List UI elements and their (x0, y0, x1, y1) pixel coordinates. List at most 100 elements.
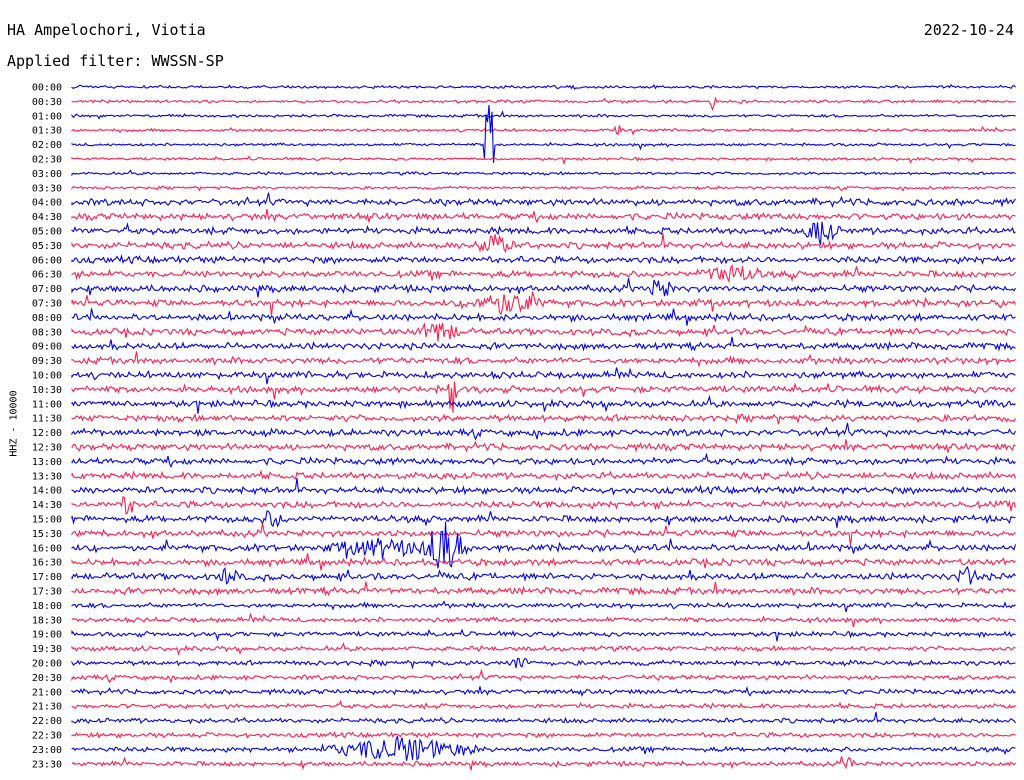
row-time-label: 05:30 (32, 241, 62, 252)
trace-line-2200 (71, 711, 1016, 725)
trace-line-1100 (71, 394, 1016, 414)
row-time-label: 08:00 (32, 313, 62, 324)
row-time-label: 01:30 (32, 126, 62, 137)
row-time-label: 22:00 (32, 716, 62, 727)
trace-line-1730 (71, 581, 1016, 597)
row-time-label: 23:00 (32, 745, 62, 756)
row-time-label: 12:00 (32, 428, 62, 439)
trace-line-0830 (71, 322, 1016, 342)
row-time-label: 21:30 (32, 702, 62, 713)
trace-line-1700 (71, 565, 1016, 585)
trace-line-1130 (71, 412, 1016, 425)
trace-line-2130 (71, 699, 1016, 710)
trace-line-1630 (71, 553, 1016, 571)
trace-line-0630 (71, 263, 1016, 284)
trace-line-2230 (71, 730, 1016, 739)
row-time-label: 04:00 (32, 198, 62, 209)
trace-line-0230 (71, 155, 1016, 166)
trace-line-0600 (71, 254, 1016, 265)
trace-line-1400 (71, 478, 1017, 496)
date-label: 2022-10-24 (923, 21, 1014, 39)
trace-line-1930 (71, 642, 1016, 656)
trace-line-0030 (71, 96, 1016, 112)
row-time-label: 17:30 (32, 587, 62, 598)
row-time-label: 00:30 (32, 97, 62, 108)
row-time-label: 03:30 (32, 183, 62, 194)
row-time-label: 14:00 (32, 486, 62, 497)
row-time-label: 20:30 (32, 673, 62, 684)
filter-label: Applied filter: WWSSN-SP (7, 52, 224, 70)
trace-line-2000 (71, 657, 1016, 670)
trace-line-0200 (71, 104, 1016, 163)
row-time-label: 07:00 (32, 284, 62, 295)
trace-line-0700 (71, 278, 1016, 298)
row-time-label: 12:30 (32, 443, 62, 454)
trace-line-0530 (71, 233, 1016, 253)
row-time-label: 15:30 (32, 529, 62, 540)
row-time-label: 09:30 (32, 356, 62, 367)
trace-line-0300 (71, 169, 1016, 177)
row-time-label: 05:00 (32, 227, 62, 238)
row-time-label: 00:00 (32, 83, 62, 94)
trace-line-0500 (71, 221, 1016, 246)
row-time-label: 10:30 (32, 385, 62, 396)
trace-line-0930 (71, 351, 1016, 368)
row-time-label: 16:30 (32, 558, 62, 569)
row-time-label: 09:00 (32, 342, 62, 353)
trace-line-0130 (71, 125, 1016, 136)
station-title: HA Ampelochori, Viotia (7, 21, 206, 39)
trace-line-1300 (71, 452, 1016, 469)
row-time-label: 19:00 (32, 630, 62, 641)
trace-line-1330 (71, 469, 1017, 482)
row-time-label: 16:00 (32, 543, 62, 554)
trace-line-1900 (71, 628, 1016, 642)
row-time-label: 10:00 (32, 371, 62, 382)
trace-line-2100 (71, 686, 1016, 697)
trace-line-1800 (71, 600, 1016, 613)
trace-line-0000 (71, 83, 1016, 90)
row-time-label: 17:00 (32, 572, 62, 583)
row-time-label: 08:30 (32, 327, 62, 338)
trace-line-1500 (71, 510, 1016, 528)
row-time-label: 11:30 (32, 414, 62, 425)
row-time-label: 18:30 (32, 615, 62, 626)
trace-line-1600 (71, 521, 1017, 569)
row-time-label: 02:30 (32, 155, 62, 166)
row-time-label: 13:30 (32, 471, 62, 482)
trace-line-0430 (71, 208, 1016, 224)
row-time-label: 21:00 (32, 687, 62, 698)
trace-line-0800 (71, 308, 1016, 326)
trace-line-2330 (71, 756, 1016, 771)
trace-line-1530 (71, 522, 1016, 546)
row-time-label: 22:30 (32, 731, 62, 742)
row-time-label: 02:00 (32, 140, 62, 151)
row-time-label: 06:30 (32, 270, 62, 281)
trace-line-2030 (71, 668, 1016, 684)
row-time-label: 19:30 (32, 644, 62, 655)
row-time-label: 18:00 (32, 601, 62, 612)
row-time-label: 11:00 (32, 399, 62, 410)
row-time-label: 23:30 (32, 759, 62, 770)
trace-line-1000 (71, 367, 1016, 385)
row-time-label: 03:00 (32, 169, 62, 180)
row-time-label: 15:00 (32, 515, 62, 526)
row-time-label: 13:00 (32, 457, 62, 468)
trace-line-1200 (71, 422, 1016, 441)
row-time-label: 14:30 (32, 500, 62, 511)
trace-line-0730 (71, 291, 1017, 316)
row-time-label: 20:00 (32, 659, 62, 670)
row-time-label: 06:00 (32, 255, 62, 266)
trace-line-0100 (71, 110, 1016, 120)
trace-line-1830 (71, 612, 1016, 628)
trace-line-0900 (71, 336, 1016, 352)
trace-line-2300 (71, 735, 1016, 761)
trace-line-0330 (71, 185, 1016, 192)
trace-line-1430 (71, 496, 1017, 515)
row-time-label: 07:30 (32, 299, 62, 310)
trace-line-0400 (71, 192, 1016, 208)
trace-line-1230 (71, 439, 1016, 455)
row-time-label: 04:30 (32, 212, 62, 223)
row-time-label: 01:00 (32, 111, 62, 122)
